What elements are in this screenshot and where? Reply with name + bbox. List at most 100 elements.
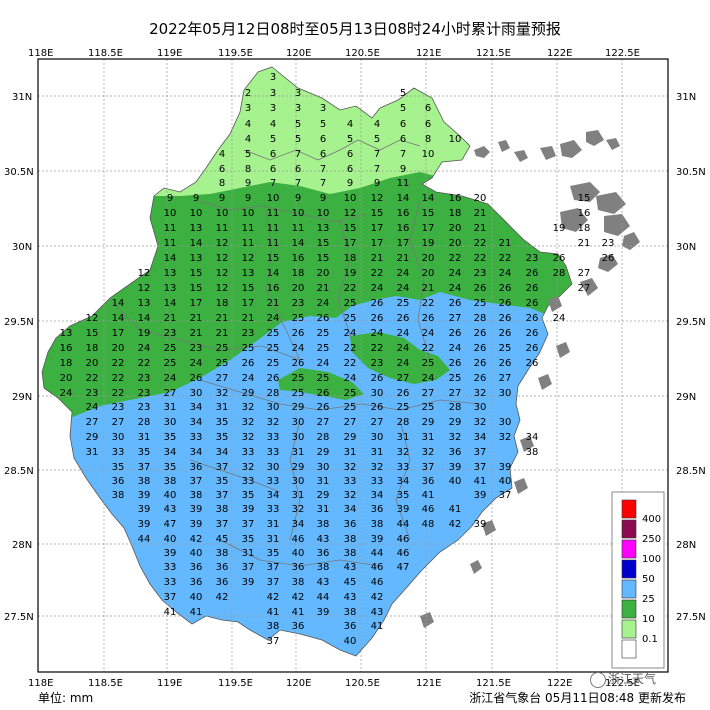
lon-label: 120E [286, 678, 311, 689]
station-value: 27 [317, 417, 330, 428]
station-value: 17 [397, 238, 410, 249]
station-value: 40 [292, 548, 305, 559]
station-value: 32 [242, 432, 255, 443]
station-value: 31 [138, 432, 151, 443]
station-value: 26 [474, 358, 487, 369]
station-value: 24 [344, 373, 357, 384]
station-value: 21 [578, 238, 591, 249]
station-value: 27 [371, 417, 384, 428]
station-value: 26 [292, 328, 305, 339]
station-value: 24 [499, 268, 512, 279]
station-value: 16 [578, 208, 591, 219]
station-value: 38 [526, 447, 539, 458]
station-value: 34 [190, 447, 203, 458]
legend-label: 250 [642, 534, 661, 545]
station-value: 36 [190, 462, 203, 473]
station-value: 24 [138, 343, 151, 354]
station-value: 28 [397, 417, 410, 428]
station-value: 15 [267, 253, 280, 264]
station-value: 22 [371, 343, 384, 354]
station-value: 38 [112, 490, 125, 501]
station-value: 24 [164, 373, 177, 384]
station-value: 20 [317, 268, 330, 279]
station-value: 34 [344, 504, 357, 515]
station-value: 16 [60, 343, 73, 354]
station-value: 37 [474, 447, 487, 458]
station-value: 24 [449, 283, 462, 294]
station-value: 29 [86, 432, 99, 443]
station-value: 32 [474, 388, 487, 399]
station-value: 20 [474, 193, 487, 204]
station-value: 26 [526, 313, 539, 324]
legend-box [611, 491, 665, 669]
station-value: 32 [397, 447, 410, 458]
station-value: 23 [292, 298, 305, 309]
station-value: 13 [190, 253, 203, 264]
station-value: 11 [267, 238, 280, 249]
station-value: 47 [164, 519, 177, 530]
station-value: 44 [317, 592, 330, 603]
lat-label: 29.5N [4, 317, 34, 328]
station-value: 25 [317, 343, 330, 354]
station-value: 35 [164, 432, 177, 443]
station-value: 31 [242, 548, 255, 559]
station-value: 36 [190, 562, 203, 573]
band-10-mm-west [64, 318, 130, 346]
station-value: 40 [449, 476, 462, 487]
station-value: 3 [295, 88, 301, 99]
legend-swatch [621, 599, 637, 619]
station-value: 3 [270, 103, 276, 114]
station-value: 4 [374, 119, 380, 130]
station-value: 23 [371, 358, 384, 369]
station-value: 9 [374, 178, 380, 189]
station-value: 39 [371, 534, 384, 545]
station-value: 15 [344, 223, 357, 234]
station-value: 29 [242, 388, 255, 399]
station-value: 11 [164, 223, 177, 234]
station-value: 42 [267, 592, 280, 603]
lat-label: 29N [12, 392, 32, 403]
station-value: 24 [397, 283, 410, 294]
station-value: 27 [164, 388, 177, 399]
station-value: 46 [371, 562, 384, 573]
station-value: 13 [242, 268, 255, 279]
station-value: 25 [267, 343, 280, 354]
station-value: 24 [60, 388, 73, 399]
station-value: 5 [270, 134, 276, 145]
station-value: 30 [112, 432, 125, 443]
station-value: 12 [216, 268, 229, 279]
station-value: 36 [190, 577, 203, 588]
station-value: 6 [425, 103, 431, 114]
station-value: 42 [371, 592, 384, 603]
station-value: 10 [344, 193, 357, 204]
station-value: 10 [449, 134, 462, 145]
lon-label: 120E [286, 48, 311, 59]
station-value: 38 [317, 519, 330, 530]
station-value: 22 [138, 358, 151, 369]
station-value: 26 [267, 373, 280, 384]
station-value: 35 [242, 490, 255, 501]
station-value: 25 [344, 388, 357, 399]
legend-label: 0.1 [642, 634, 658, 645]
station-value: 5 [374, 134, 380, 145]
station-value: 31 [216, 402, 229, 413]
station-value: 42 [190, 534, 203, 545]
station-value: 36 [216, 562, 229, 573]
station-value: 25 [292, 313, 305, 324]
station-value: 34 [397, 476, 410, 487]
station-value: 38 [138, 476, 151, 487]
station-value: 21 [499, 238, 512, 249]
station-value: 27 [112, 417, 125, 428]
station-value: 36 [292, 621, 305, 632]
lon-label: 122E [547, 678, 572, 689]
station-value: 25 [499, 343, 512, 354]
station-value: 28 [474, 313, 487, 324]
lon-labels-top: 118E 118.5E 119E 119.5E 120E 120.5E 121E… [28, 48, 640, 59]
station-value: 14 [138, 313, 151, 324]
station-value: 7 [320, 164, 326, 175]
station-value: 37 [267, 577, 280, 588]
station-value: 32 [267, 417, 280, 428]
station-value: 34 [292, 519, 305, 530]
station-value: 6 [347, 149, 353, 160]
station-value: 39 [164, 548, 177, 559]
